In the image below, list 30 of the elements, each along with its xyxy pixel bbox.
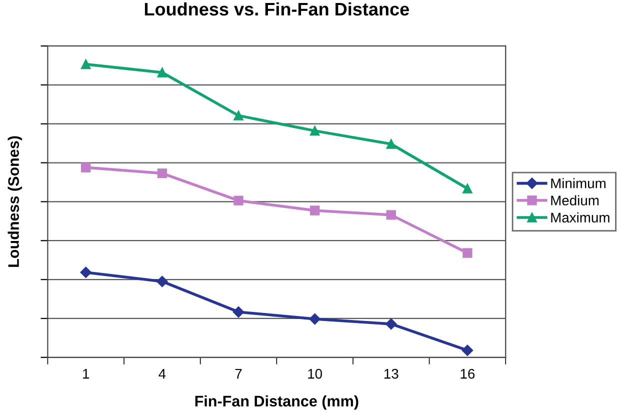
- x-tick-label: 16: [460, 368, 475, 379]
- point: [156, 276, 168, 288]
- legend-label: Minimum: [551, 178, 606, 188]
- point: [234, 196, 244, 206]
- x-tick-label: 4: [158, 369, 166, 379]
- point: [386, 139, 396, 149]
- point: [234, 110, 244, 120]
- point: [157, 168, 168, 178]
- point: [462, 248, 472, 258]
- legend-label: Medium: [551, 195, 599, 206]
- x-axis-title: Fin-Fan Distance (mm): [195, 395, 358, 410]
- point: [81, 162, 91, 172]
- x-tick-label: 7: [235, 369, 242, 379]
- point: [232, 306, 244, 318]
- point: [386, 318, 397, 330]
- legend-label: Maximum: [551, 212, 610, 223]
- point: [462, 344, 474, 356]
- x-tick-label: 10: [308, 368, 322, 379]
- point: [80, 266, 92, 278]
- point: [386, 210, 396, 220]
- point: [309, 313, 320, 325]
- point: [462, 184, 472, 194]
- point: [310, 126, 320, 136]
- point: [310, 206, 320, 216]
- x-tick-label: 13: [384, 368, 398, 379]
- y-axis-title: Loudness (Sones): [8, 136, 22, 267]
- x-tick-label: 1: [83, 369, 90, 379]
- chart-title: Loudness vs. Fin-Fan Distance: [144, 2, 409, 16]
- point: [81, 59, 91, 70]
- point: [157, 68, 168, 78]
